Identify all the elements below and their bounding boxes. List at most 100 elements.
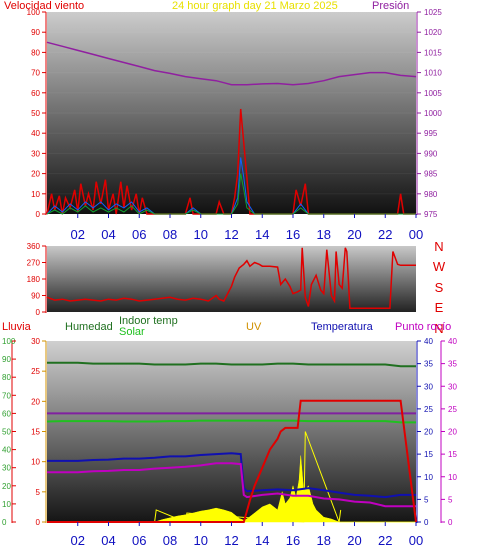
wind-speed-label: Velocidad viento xyxy=(4,0,84,12)
direction-tick-label: 90 xyxy=(31,292,40,301)
wind-gust-line xyxy=(46,157,416,215)
temp-tick-label: 10 xyxy=(424,473,433,482)
wind-tick-label: 90 xyxy=(31,28,40,37)
hour-tick-label: 02 xyxy=(71,533,85,548)
dew-tick-label: 25 xyxy=(448,405,457,414)
direction-tick-label: 0 xyxy=(36,308,41,317)
hour-tick-label: 02 xyxy=(71,227,85,242)
solar-label: Solar xyxy=(119,326,145,338)
pressure-tick-label: 1025 xyxy=(424,8,442,17)
rain-tick-label: 60 xyxy=(2,409,11,418)
hour-tick-label: 22 xyxy=(378,227,392,242)
hour-tick-label: 22 xyxy=(378,533,392,548)
dew-y-ticks: 0 5 10 15 20 25 30 35 40 xyxy=(441,337,457,527)
wind-speed-line xyxy=(46,108,416,215)
uv-tick-label: 10 xyxy=(31,458,40,467)
dew-tick-label: 0 xyxy=(448,518,453,527)
wind-pressure-series xyxy=(46,41,417,215)
temp-tick-label: 20 xyxy=(424,428,433,437)
direction-plot-area xyxy=(47,246,416,312)
uv-tick-label: 20 xyxy=(31,397,40,406)
temp-tick-label: 0 xyxy=(424,518,429,527)
wind-tick-label: 20 xyxy=(31,170,40,179)
pressure-line xyxy=(46,41,417,86)
chart-title: 24 hour graph day 21 Marzo 2025 xyxy=(172,0,338,12)
pressure-tick-label: 990 xyxy=(424,149,438,158)
rain-tick-label: 40 xyxy=(2,446,11,455)
dew-tick-label: 35 xyxy=(448,360,457,369)
dewpoint-line xyxy=(47,462,416,508)
hour-tick-label: 14 xyxy=(255,227,269,242)
compass-label: S xyxy=(435,280,444,295)
hour-tick-label: 04 xyxy=(101,533,115,548)
uv-tick-label: 15 xyxy=(31,428,40,437)
pressure-tick-label: 985 xyxy=(424,170,438,179)
dew-tick-label: 10 xyxy=(448,473,457,482)
hour-tick-label: 12 xyxy=(224,227,238,242)
compass-label: E xyxy=(435,300,444,315)
pressure-tick-label: 995 xyxy=(424,129,438,138)
temp-series xyxy=(46,361,417,523)
direction-series xyxy=(46,247,416,310)
direction-tick-label: 180 xyxy=(27,275,41,284)
temperature-label: Temperatura xyxy=(311,321,374,333)
dew-tick-label: 30 xyxy=(448,382,457,391)
uv-tick-label: 5 xyxy=(36,488,41,497)
wind-tick-label: 40 xyxy=(31,129,40,138)
wind-tick-label: 80 xyxy=(31,48,40,57)
pressure-tick-label: 1010 xyxy=(424,69,442,78)
hour-tick-label: 00 xyxy=(409,227,423,242)
hour-tick-label: 12 xyxy=(224,533,238,548)
hour-ticks-top: 02 04 06 08 10 12 14 16 18 20 22 00 xyxy=(71,214,423,242)
temp-tick-label: 15 xyxy=(424,450,433,459)
pressure-tick-label: 1000 xyxy=(424,109,442,118)
wind-grid xyxy=(47,31,416,195)
hour-tick-label: 16 xyxy=(286,533,300,548)
hour-tick-label: 16 xyxy=(286,227,300,242)
hour-tick-label: 08 xyxy=(163,533,177,548)
hour-tick-label: 06 xyxy=(132,227,146,242)
wind-y-ticks: 0 10 20 30 40 50 60 70 80 90 100 xyxy=(27,8,46,219)
rain-tick-label: 50 xyxy=(2,428,11,437)
pressure-tick-label: 1020 xyxy=(424,28,442,37)
temp-tick-label: 30 xyxy=(424,382,433,391)
rain-tick-label: 10 xyxy=(2,500,11,509)
uv-y-ticks: 0 5 10 15 20 25 30 xyxy=(31,337,46,527)
rain-tick-label: 80 xyxy=(2,373,11,382)
uv-tick-label: 30 xyxy=(31,337,40,346)
temperatura-line xyxy=(47,452,416,499)
dew-tick-label: 5 xyxy=(448,495,453,504)
wind-tick-label: 30 xyxy=(31,149,40,158)
direction-tick-label: 360 xyxy=(27,242,41,251)
indoor-temp-label: Indoor temp xyxy=(119,315,178,327)
hour-tick-label: 06 xyxy=(132,533,146,548)
wind-tick-label: 0 xyxy=(36,210,41,219)
hour-ticks-bottom: 02 04 06 08 10 12 14 16 18 20 22 00 xyxy=(71,522,423,548)
pressure-tick-label: 975 xyxy=(424,210,438,219)
dew-tick-label: 15 xyxy=(448,450,457,459)
hour-tick-label: 20 xyxy=(347,533,361,548)
temp-y-ticks: 0 5 10 15 20 25 30 35 40 xyxy=(417,337,433,527)
rain-tick-label: 0 xyxy=(2,518,7,527)
rain-label: Lluvia xyxy=(2,321,32,333)
hour-tick-label: 10 xyxy=(194,227,208,242)
lluvia-line xyxy=(47,399,417,523)
temp-tick-label: 40 xyxy=(424,337,433,346)
compass-label: N xyxy=(434,239,443,254)
wind-tick-label: 70 xyxy=(31,69,40,78)
dew-tick-label: 20 xyxy=(448,428,457,437)
direction-tick-label: 270 xyxy=(27,259,41,268)
compass-label: N xyxy=(434,321,443,336)
humidity-label: Humedad xyxy=(65,321,113,333)
compass-label: W xyxy=(433,259,446,274)
hour-tick-label: 14 xyxy=(255,533,269,548)
hour-tick-label: 20 xyxy=(347,227,361,242)
pressure-tick-label: 980 xyxy=(424,190,438,199)
wind-avg-line xyxy=(46,173,416,215)
wind-tick-label: 100 xyxy=(27,8,41,17)
dewpoint-label: Punto rocío xyxy=(395,321,451,333)
rain-tick-label: 90 xyxy=(2,355,11,364)
